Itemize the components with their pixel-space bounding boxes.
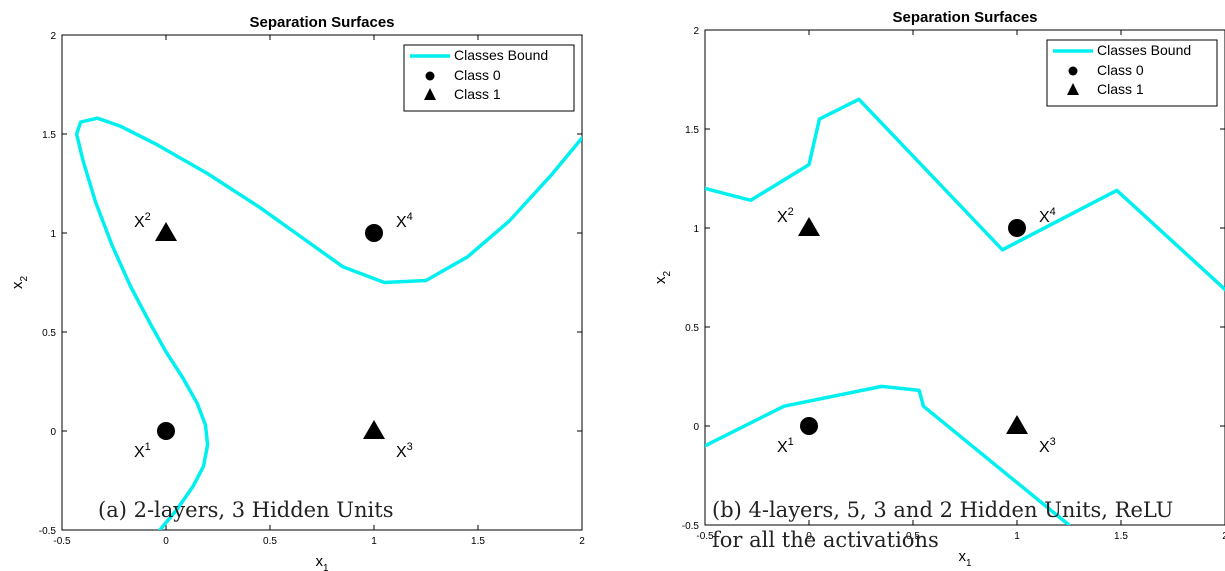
- x-tick-label: 1.5: [1114, 531, 1128, 542]
- y-tick-label: 0: [693, 422, 699, 433]
- chart-title: Separation Surfaces: [892, 9, 1037, 26]
- plot-area-frame: [61, 34, 583, 531]
- legend-class0-marker: [1068, 66, 1078, 76]
- chart-a: Separation Surfaces -0.5 0 0.5 1 1.5 2 -0.5 0 0.5…: [9, 14, 585, 571]
- point-label: X4: [396, 211, 413, 231]
- point-label: X1: [134, 441, 151, 461]
- x-tick-label: 2: [1222, 531, 1225, 542]
- x-tick-label: -0.5: [696, 531, 714, 542]
- legend-class0-marker: [425, 71, 435, 81]
- x-tick-label: -0.5: [53, 536, 71, 547]
- legend-entry-label: Class 0: [1097, 62, 1144, 78]
- x-tick-label: 2: [579, 536, 585, 547]
- x-tick-label: 0: [163, 536, 169, 547]
- chart-title: Separation Surfaces: [249, 14, 394, 31]
- legend-entry-label: Class 1: [454, 86, 501, 102]
- class-boundary-line: [74, 116, 582, 530]
- y-tick-label: 1.5: [685, 125, 699, 136]
- y-tick-label: 0.5: [42, 328, 56, 339]
- x-tick-label: 0: [806, 531, 812, 542]
- point-label: X3: [396, 441, 413, 461]
- class0-point: [800, 417, 818, 435]
- legend-class1-marker: [424, 88, 436, 100]
- x-axis-label: x1: [315, 553, 329, 571]
- legend-entry-label: Classes Bound: [454, 47, 548, 63]
- legend: Classes Bound Class 0 Class 1: [403, 44, 575, 112]
- class1-point: [1006, 415, 1028, 434]
- class0-point: [1008, 219, 1026, 237]
- x-tick-label: 0.5: [906, 531, 920, 542]
- y-tick-label: 1: [693, 224, 699, 235]
- plot-area-frame: [704, 29, 1225, 526]
- class0-point: [365, 224, 383, 242]
- class0-point: [157, 422, 175, 440]
- class-boundary-line: [705, 384, 1071, 525]
- x-tick-label: 1: [1014, 531, 1020, 542]
- y-tick-label: -0.5: [682, 521, 700, 532]
- y-tick-label: 2: [693, 26, 699, 37]
- legend-entry-label: Class 1: [1097, 81, 1144, 97]
- y-axis-label: x2: [9, 276, 30, 290]
- x-tick-label: 0.5: [263, 536, 277, 547]
- point-label: X1: [777, 436, 794, 456]
- y-tick-label: 0: [50, 427, 56, 438]
- x-tick-label: 1: [371, 536, 377, 547]
- y-tick-label: 2: [50, 31, 56, 42]
- x-tick-label: 1.5: [471, 536, 485, 547]
- caption-b: (b) 4-layers, 5, 3 and 2 Hidden Units, R…: [712, 498, 1174, 552]
- y-tick-label: 1: [50, 229, 56, 240]
- y-tick-label: 1.5: [42, 130, 56, 141]
- chart-b: Separation Surfaces -0.5 0 0.5 1 1.5 2 -0.5 0 0.5…: [652, 9, 1225, 569]
- y-axis-label: x2: [652, 271, 673, 285]
- legend: Classes Bound Class 0 Class 1: [1046, 39, 1218, 107]
- class1-point: [363, 420, 385, 439]
- caption-a: (a) 2-layers, 3 Hidden Units: [98, 498, 394, 522]
- legend-entry-label: Classes Bound: [1097, 42, 1191, 58]
- class-boundary-line: [705, 97, 1225, 292]
- y-tick-label: 0.5: [685, 323, 699, 334]
- point-label: X3: [1039, 436, 1056, 456]
- point-label: X2: [777, 206, 794, 226]
- point-label: X2: [134, 211, 151, 231]
- legend-entry-label: Class 0: [454, 67, 501, 83]
- class1-point: [798, 217, 820, 236]
- legend-class1-marker: [1067, 83, 1079, 95]
- y-tick-label: -0.5: [39, 526, 57, 537]
- class1-point: [155, 222, 177, 241]
